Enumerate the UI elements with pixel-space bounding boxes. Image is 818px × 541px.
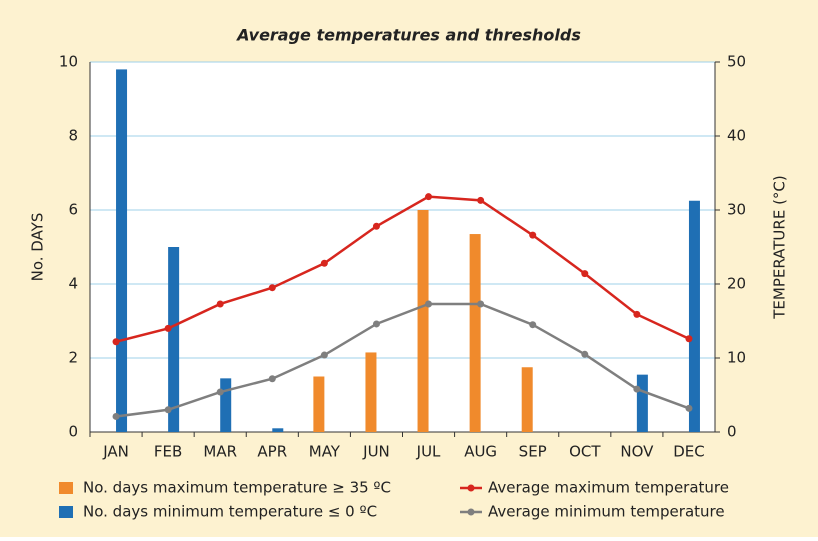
y2-axis-label: TEMPERATURE (°C) [771,175,789,320]
y-tick-label: 10 [59,53,78,71]
line-point [164,324,172,332]
y2-tick-label: 40 [727,127,746,145]
x-tick-label: OCT [569,443,601,461]
line-point [477,300,485,308]
legend-swatch [467,484,475,492]
x-tick-label: NOV [620,443,654,461]
x-tick-label: MAY [309,443,341,461]
line-point [372,320,380,328]
bar [636,374,648,432]
y2-tick-label: 30 [727,201,746,219]
line-point [685,404,693,412]
line-point [581,350,589,358]
line-point [529,321,537,329]
x-tick-label: JAN [102,443,129,461]
x-tick-label: MAR [203,443,237,461]
line [115,302,690,418]
y-tick-label: 2 [68,349,78,367]
line-point [216,388,224,396]
y-tick-label: 0 [68,423,78,441]
line-point [372,222,380,230]
bar [521,367,533,432]
y-tick-label: 4 [68,275,78,293]
legend-label: No. days maximum temperature ≥ 35 ºC [83,479,391,497]
legend-label: Average maximum temperature [488,479,729,497]
y2-tick-label: 50 [727,53,746,71]
x-tick-label: APR [257,443,287,461]
bar [313,376,325,432]
bar [365,352,377,432]
line-point [216,300,224,308]
bar [688,200,700,432]
legend-swatch [59,482,73,494]
y2-tick-label: 20 [727,275,746,293]
line-point [268,375,276,383]
bar [168,247,180,432]
legend-label: Average minimum temperature [488,503,725,521]
line-point [633,385,641,393]
x-tick-label: AUG [464,443,497,461]
legend-label: No. days minimum temperature ≤ 0 ºC [83,503,377,521]
bar [272,428,284,432]
x-tick-label: DEC [673,443,705,461]
y2-tick-label: 10 [727,349,746,367]
line-point [633,310,641,318]
y-axis-label: No. DAYS [29,213,47,282]
y-tick-label: 6 [68,201,78,219]
legend-swatch [467,508,475,516]
x-tick-label: FEB [154,443,182,461]
line-point [477,196,485,204]
line [115,195,690,343]
bar [417,210,429,432]
line-point [320,259,328,267]
x-tick-label: SEP [519,443,547,461]
line-point [529,231,537,239]
bar [220,378,232,432]
y-tick-label: 8 [68,127,78,145]
line-point [112,412,120,420]
y2-tick-label: 0 [727,423,737,441]
line-point [112,338,120,346]
line-point [164,406,172,414]
line-point [425,300,433,308]
line-point [685,335,693,343]
x-tick-label: JUN [362,443,390,461]
bar [469,234,481,432]
line-point [320,351,328,359]
line-point [268,284,276,292]
bar [116,69,128,433]
plot-area [90,62,715,432]
line-point [425,193,433,201]
x-tick-label: JUL [416,443,441,461]
line-point [581,270,589,278]
legend-swatch [59,506,73,518]
chart-title: Average temperatures and thresholds [235,26,581,45]
